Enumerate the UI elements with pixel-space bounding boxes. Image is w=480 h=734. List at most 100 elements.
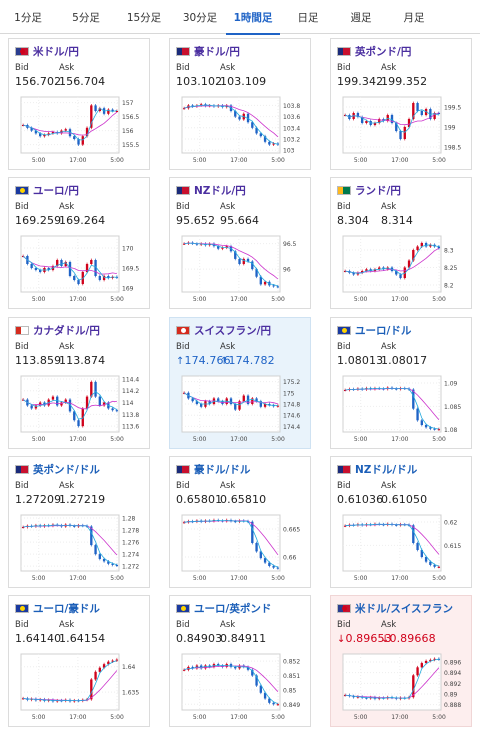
ask-value-text: 103.109: [220, 75, 267, 88]
currency-pair-label[interactable]: NZドル/円: [194, 184, 246, 197]
ask-value: 156.704: [59, 75, 105, 88]
rate-card[interactable]: ユーロ/豪ドル Bid Ask 1.64140 1.64154 1.64 1.635 5:00…: [8, 595, 150, 727]
currency-pair-label[interactable]: 米ドル/スイスフラン: [355, 602, 454, 615]
rate-card-title[interactable]: 英ポンド/ドル: [15, 462, 100, 476]
candle: [343, 271, 347, 272]
x-tick-label: 5:00: [110, 436, 124, 443]
currency-pair-label[interactable]: カナダドル/円: [33, 324, 100, 337]
candle: [107, 661, 110, 665]
tab-timeframe[interactable]: 月足: [403, 12, 425, 24]
chart-container[interactable]: 103.8 103.6 103.4 103.2 103 5:00 17:00 5:00: [178, 93, 304, 167]
bid-value: 1.64140: [15, 632, 61, 645]
candle: [98, 108, 101, 111]
rate-card-title[interactable]: ユーロ/豪ドル: [15, 601, 100, 615]
chart-container[interactable]: 114.4 114.2 114 113.8 113.6 5:00 17:00 5:00: [17, 372, 143, 446]
tab-timeframe[interactable]: 1時間足: [224, 0, 282, 35]
rate-card-title[interactable]: ランド/円: [337, 183, 401, 197]
rate-card[interactable]: NZドル/円 Bid Ask 95.652 95.664 96.5 96 5:00 17:00 5…: [169, 177, 311, 309]
currency-pair-label[interactable]: ユーロ/ドル: [355, 324, 412, 337]
currency-pair-label[interactable]: ユーロ/円: [33, 184, 79, 197]
rate-card-title[interactable]: スイスフラン/円: [176, 323, 271, 337]
rate-card[interactable]: ランド/円 Bid Ask 8.304 8.314 8.3 8.25 8.2 5:00 17:00…: [330, 177, 472, 309]
candle: [268, 141, 271, 145]
currency-pair-label[interactable]: ユーロ/豪ドル: [33, 602, 100, 615]
rate-card-title[interactable]: 米ドル/スイスフラン: [337, 601, 453, 615]
rate-card[interactable]: ユーロ/英ポンド Bid Ask 0.84903 0.84911 0.852 0.851 0.…: [169, 595, 311, 727]
ask-label: Ask: [381, 620, 397, 630]
rate-card-title[interactable]: 英ポンド/円: [337, 44, 411, 58]
rate-card[interactable]: 豪ドル/ドル Bid Ask 0.65801 0.65810 0.665 0.66 5:00 1…: [169, 456, 311, 588]
rate-card-title[interactable]: カナダドル/円: [15, 323, 100, 337]
chart-container[interactable]: 1.64 1.635 5:00 17:00 5:00: [17, 650, 143, 724]
tab-timeframe[interactable]: 週足: [350, 12, 372, 24]
currency-pair-label[interactable]: 英ポンド/ドル: [33, 463, 100, 476]
rate-card[interactable]: ユーロ/円 Bid Ask 169.259 169.264 170 169.5 169 5:00…: [8, 177, 150, 309]
x-tick-label: 5:00: [32, 575, 46, 582]
currency-pair-label[interactable]: ユーロ/英ポンド: [194, 602, 272, 615]
rate-card[interactable]: 豪ドル/円 Bid Ask 103.102 103.109 103.8 103.6 103.4…: [169, 38, 311, 170]
rate-card[interactable]: カナダドル/円 Bid Ask 113.859 113.874 114.4 114.2 114…: [8, 317, 150, 449]
tab-timeframe[interactable]: 30分足: [182, 12, 218, 24]
tab-timeframe[interactable]: 1分足: [14, 12, 42, 24]
currency-pair-label[interactable]: 豪ドル/ドル: [194, 463, 251, 476]
chart-container[interactable]: 175.2 175 174.8 174.6 174.4 5:00 17:00 5:00: [178, 372, 304, 446]
candle: [107, 276, 110, 278]
chart-container[interactable]: 1.09 1.085 1.08 5:00 17:00 5:00: [339, 372, 465, 446]
chart-container[interactable]: 157 156.5 156 155.5 5:00 17:00 5:00: [17, 93, 143, 167]
gb-flag-icon: [15, 464, 29, 474]
rate-card[interactable]: スイスフラン/円 Bid Ask ↑174.766 ↑174.782 175.2 175 17…: [169, 317, 311, 449]
currency-pair-label[interactable]: スイスフラン/円: [194, 324, 272, 337]
currency-pair-label[interactable]: 豪ドル/円: [194, 45, 240, 58]
y-tick-label: 96.5: [283, 241, 297, 248]
tab-timeframe[interactable]: 15分足: [126, 12, 162, 24]
rate-card-title[interactable]: ユーロ/円: [15, 183, 79, 197]
rate-card-title[interactable]: 豪ドル/円: [176, 44, 240, 58]
currency-pair-label[interactable]: NZドル/ドル: [355, 463, 418, 476]
candle: [242, 258, 245, 264]
candle: [115, 564, 119, 566]
tab-timeframe[interactable]: 日足: [297, 12, 319, 24]
candle: [251, 669, 254, 676]
rate-card-title[interactable]: ユーロ/英ポンド: [176, 601, 271, 615]
chart-container[interactable]: 0.896 0.894 0.892 0.89 0.888 5:00 17:00 5:00: [339, 650, 465, 724]
bid-value-text: 0.61036: [337, 493, 384, 506]
bid-value: 1.27209: [15, 493, 61, 506]
candle: [85, 264, 89, 272]
rate-card-title[interactable]: NZドル/ドル: [337, 462, 417, 476]
currency-pair-label[interactable]: 米ドル/円: [33, 45, 79, 58]
ma-line-short: [345, 244, 439, 275]
price-chart: 103.8 103.6 103.4 103.2 103 5:00 17:00 5:00: [181, 96, 300, 164]
candle: [94, 381, 97, 397]
rate-card-title[interactable]: NZドル/円: [176, 183, 246, 197]
chart-container[interactable]: 96.5 96 5:00 17:00 5:00: [178, 232, 304, 306]
chart-container[interactable]: 1.28 1.278 1.276 1.274 1.272 5:00 17:00 5:00: [17, 511, 143, 585]
chart-container[interactable]: 199.5 199 198.5 5:00 17:00 5:00: [339, 93, 465, 167]
chart-container[interactable]: 170 169.5 169 5:00 17:00 5:00: [17, 232, 143, 306]
candle: [234, 251, 237, 259]
rate-card-title[interactable]: 米ドル/円: [15, 44, 79, 58]
currency-pair-label[interactable]: ランド/円: [355, 184, 401, 197]
rate-card[interactable]: 英ポンド/円 Bid Ask 199.342 199.352 199.5 199 198.5 5…: [330, 38, 472, 170]
chart-container[interactable]: 0.62 0.615 5:00 17:00 5:00: [339, 511, 465, 585]
rate-card[interactable]: ユーロ/ドル Bid Ask 1.08013 1.08017 1.09 1.085 1.08 5…: [330, 317, 472, 449]
candle: [73, 525, 76, 527]
rate-card[interactable]: NZドル/ドル Bid Ask 0.61036 0.61050 0.62 0.615 5:00…: [330, 456, 472, 588]
x-tick-label: 17:00: [391, 575, 408, 582]
rate-card[interactable]: 米ドル/円 Bid Ask 156.702 156.704 157 156.5 156 155.…: [8, 38, 150, 170]
tab-timeframe[interactable]: 5分足: [72, 12, 100, 24]
rate-card-title[interactable]: 豪ドル/ドル: [176, 462, 250, 476]
bid-value-text: 0.65801: [176, 493, 223, 506]
price-chart: 157 156.5 156 155.5 5:00 17:00 5:00: [20, 96, 139, 164]
bid-value: 8.304: [337, 214, 369, 227]
candle: [111, 276, 114, 278]
rate-card[interactable]: 米ドル/スイスフラン Bid Ask ↓0.89653 ↓0.89668 0.896 0.8…: [330, 595, 472, 727]
chart-container[interactable]: 0.852 0.851 0.85 0.849 5:00 17:00 5:00: [178, 650, 304, 724]
rate-card[interactable]: 英ポンド/ドル Bid Ask 1.27209 1.27219 1.28 1.278 1.27…: [8, 456, 150, 588]
chart-container[interactable]: 0.665 0.66 5:00 17:00 5:00: [178, 511, 304, 585]
bid-value-text: 174.766: [184, 354, 231, 367]
candle: [102, 276, 106, 280]
y-tick-label: 1.09: [444, 381, 458, 388]
chart-container[interactable]: 8.3 8.25 8.2 5:00 17:00 5:00: [339, 232, 465, 306]
rate-card-title[interactable]: ユーロ/ドル: [337, 323, 411, 337]
currency-pair-label[interactable]: 英ポンド/円: [355, 45, 412, 58]
